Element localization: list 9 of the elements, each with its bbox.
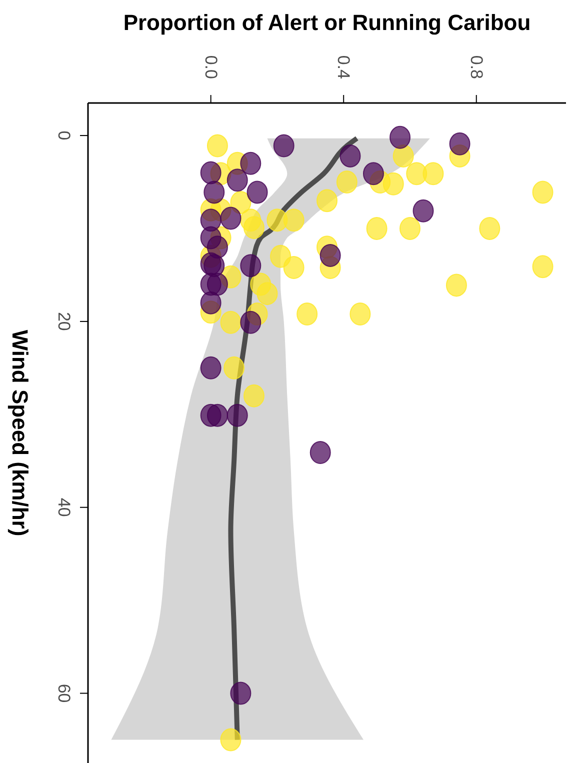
y-tick-label: 60 <box>54 684 74 703</box>
y-tick-label: 0 <box>54 130 74 140</box>
x-tick-label: 0.4 <box>334 55 354 79</box>
y-axis-title: Wind Speed (km/hr) <box>8 330 32 536</box>
y-tick-label: 40 <box>54 498 74 517</box>
x-tick-label: 0.8 <box>466 55 486 79</box>
y-tick-label: 20 <box>54 312 74 331</box>
x-axis-title: Proportion of Alert or Running Caribou <box>123 10 531 35</box>
x-tick-label: 0.0 <box>201 55 220 79</box>
